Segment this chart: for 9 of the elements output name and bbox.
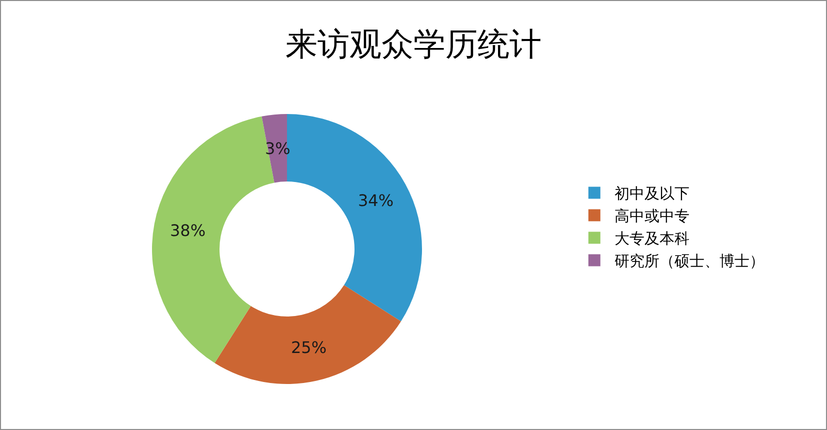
data-label: 25% [291,338,327,357]
chart-title: 来访观众学历统计 [286,25,542,63]
legend-label: 大专及本科 [614,230,690,248]
legend-label: 研究所（硕士、博士） [614,252,764,270]
legend-label: 初中及以下 [614,184,690,203]
data-label: 34% [358,191,394,210]
data-label: 38% [170,221,206,240]
donut-slice [214,285,401,384]
legend-label: 高中或中专 [614,207,690,226]
